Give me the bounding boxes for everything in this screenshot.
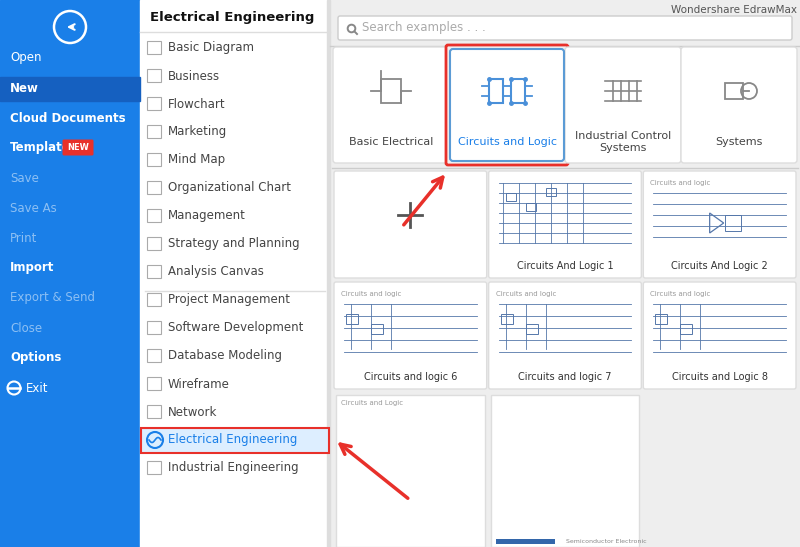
Bar <box>526 324 538 334</box>
Bar <box>0 0 140 547</box>
Text: Electrical Engineering: Electrical Engineering <box>150 11 314 25</box>
Text: Circuits and Logic: Circuits and Logic <box>341 400 403 406</box>
FancyBboxPatch shape <box>446 45 568 165</box>
Text: Circuits and logic: Circuits and logic <box>341 291 402 297</box>
Bar <box>725 83 743 99</box>
Text: Electrical Engineering: Electrical Engineering <box>168 434 298 446</box>
Text: Systems: Systems <box>715 137 762 147</box>
Text: Basic Electrical: Basic Electrical <box>349 137 433 147</box>
Bar <box>511 79 525 103</box>
Text: Industrial Control
Systems: Industrial Control Systems <box>575 131 671 153</box>
Bar <box>142 429 328 452</box>
Bar <box>147 265 161 278</box>
Text: Print: Print <box>10 231 38 245</box>
Bar <box>147 125 161 138</box>
Text: Circuits and logic 6: Circuits and logic 6 <box>364 372 457 382</box>
Text: Analysis Canvas: Analysis Canvas <box>168 265 264 278</box>
Text: Exit: Exit <box>26 381 49 394</box>
Text: New: New <box>10 82 39 95</box>
Bar <box>546 188 556 196</box>
Text: Flowchart: Flowchart <box>168 97 226 110</box>
Bar <box>381 79 401 103</box>
Bar <box>147 321 161 334</box>
Bar <box>147 209 161 222</box>
Text: Management: Management <box>168 210 246 223</box>
Text: Wireframe: Wireframe <box>168 377 230 391</box>
Text: Marketing: Marketing <box>168 125 227 138</box>
Bar <box>147 237 161 250</box>
Text: Circuits and Logic 8: Circuits and Logic 8 <box>672 372 768 382</box>
Text: Cloud Documents: Cloud Documents <box>10 112 126 125</box>
Text: Search examples . . .: Search examples . . . <box>362 21 486 34</box>
Text: Organizational Chart: Organizational Chart <box>168 182 291 195</box>
Bar <box>501 314 513 324</box>
Bar <box>147 405 161 418</box>
FancyBboxPatch shape <box>565 47 681 163</box>
FancyBboxPatch shape <box>338 16 792 40</box>
Bar <box>680 324 692 334</box>
Bar <box>346 314 358 324</box>
Bar <box>330 0 800 547</box>
Text: Circuits And Logic 1: Circuits And Logic 1 <box>517 261 614 271</box>
Text: Circuits and logic: Circuits and logic <box>650 180 710 186</box>
FancyBboxPatch shape <box>681 47 797 163</box>
Bar <box>141 428 329 453</box>
Text: Circuits and Logic: Circuits and Logic <box>458 137 557 147</box>
FancyBboxPatch shape <box>489 282 642 389</box>
Text: Close: Close <box>10 322 42 335</box>
Bar <box>147 461 161 474</box>
Text: Templates: Templates <box>10 142 78 154</box>
FancyBboxPatch shape <box>450 49 564 161</box>
FancyBboxPatch shape <box>643 171 796 278</box>
Bar <box>147 293 161 306</box>
Text: Semiconductor Electronic: Semiconductor Electronic <box>566 539 646 544</box>
Bar <box>147 377 161 390</box>
Text: Open: Open <box>10 51 42 65</box>
Bar <box>526 203 536 211</box>
Bar <box>140 0 330 547</box>
Text: Save: Save <box>10 172 39 184</box>
FancyBboxPatch shape <box>334 171 486 278</box>
Bar <box>371 324 383 334</box>
Bar <box>147 153 161 166</box>
Bar <box>655 314 667 324</box>
Text: Industrial Engineering: Industrial Engineering <box>168 462 298 474</box>
Text: Options: Options <box>10 352 62 364</box>
Bar <box>147 349 161 362</box>
Bar <box>489 79 503 103</box>
Text: Mind Map: Mind Map <box>168 154 225 166</box>
Bar <box>506 193 516 201</box>
Text: Circuits and logic: Circuits and logic <box>496 291 556 297</box>
Text: Export & Send: Export & Send <box>10 292 95 305</box>
Text: Project Management: Project Management <box>168 294 290 306</box>
Bar <box>147 97 161 110</box>
Bar <box>147 41 161 54</box>
Text: Basic Diagram: Basic Diagram <box>168 42 254 55</box>
Text: Save As: Save As <box>10 201 57 214</box>
Text: Circuits and logic 7: Circuits and logic 7 <box>518 372 612 382</box>
Bar <box>147 69 161 82</box>
Text: Database Modeling: Database Modeling <box>168 350 282 363</box>
Bar <box>0 77 140 101</box>
Text: Circuits And Logic 2: Circuits And Logic 2 <box>671 261 768 271</box>
FancyBboxPatch shape <box>334 282 486 389</box>
Text: Network: Network <box>168 405 218 418</box>
FancyBboxPatch shape <box>643 282 796 389</box>
Bar <box>725 215 741 231</box>
FancyBboxPatch shape <box>489 171 642 278</box>
Bar <box>490 395 639 547</box>
Bar <box>336 395 485 547</box>
Text: Software Development: Software Development <box>168 322 303 335</box>
Bar <box>147 181 161 194</box>
Text: Strategy and Planning: Strategy and Planning <box>168 237 300 251</box>
Bar <box>327 0 330 547</box>
Text: Wondershare EdrawMax: Wondershare EdrawMax <box>671 5 797 15</box>
FancyBboxPatch shape <box>62 139 94 155</box>
Text: Business: Business <box>168 69 220 83</box>
Text: Import: Import <box>10 261 54 275</box>
Bar <box>496 539 555 544</box>
Text: Circuits and logic: Circuits and logic <box>650 291 710 297</box>
FancyBboxPatch shape <box>333 47 449 163</box>
Text: NEW: NEW <box>67 143 89 153</box>
